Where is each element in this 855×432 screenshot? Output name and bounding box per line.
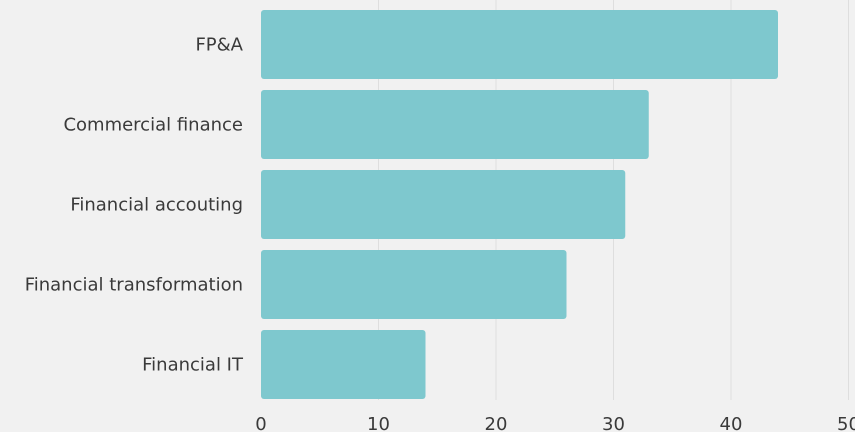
- bar-4: [261, 330, 426, 399]
- category-label-1: Commercial finance: [63, 115, 243, 136]
- x-tick-label-50: 50: [837, 414, 855, 432]
- category-label-3: Financial transformation: [25, 275, 243, 296]
- x-tick-label-40: 40: [720, 414, 743, 432]
- category-label-4: Financial IT: [142, 355, 244, 376]
- x-tick-label-0: 0: [255, 414, 266, 432]
- bar-3: [261, 250, 567, 319]
- x-tick-label-20: 20: [485, 414, 508, 432]
- category-label-0: FP&A: [195, 35, 243, 56]
- bars: [261, 10, 778, 399]
- bar-2: [261, 170, 626, 239]
- bar-1: [261, 90, 649, 159]
- x-tick-label-10: 10: [367, 414, 390, 432]
- bar-0: [261, 10, 778, 79]
- x-tick-labels: 0 10 20 30 40 50: [255, 414, 855, 432]
- category-label-2: Financial accouting: [70, 195, 243, 216]
- category-labels: FP&A Commercial finance Financial accoutin…: [25, 35, 244, 376]
- x-tick-label-30: 30: [602, 414, 625, 432]
